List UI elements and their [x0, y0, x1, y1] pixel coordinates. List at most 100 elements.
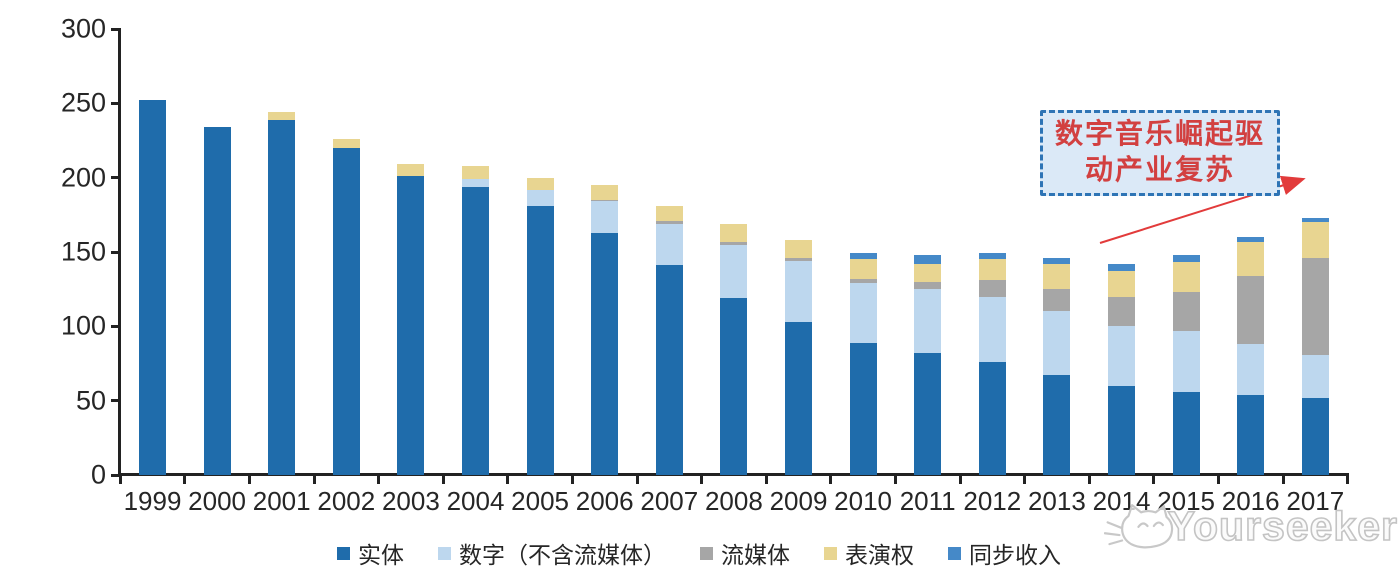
bar-segment-physical — [332, 147, 360, 475]
bar-segment-physical — [203, 127, 231, 475]
annotation-callout: 数字音乐崛起驱 动产业复苏 — [1040, 110, 1280, 196]
bar-segment-streaming — [1237, 275, 1265, 345]
bar-group-1999 — [139, 100, 166, 475]
x-axis-tick — [312, 473, 316, 484]
x-axis-tick — [1023, 473, 1027, 484]
legend-item-physical: 实体 — [337, 536, 404, 570]
x-axis-label: 2001 — [252, 486, 311, 516]
y-axis-label: 250 — [60, 87, 106, 118]
bar-segment-streaming — [849, 278, 877, 284]
x-axis-tick — [441, 473, 445, 484]
bar-segment-digital-excl-streaming — [1237, 344, 1265, 395]
x-axis-label: 2016 — [1221, 486, 1280, 516]
y-axis-tick — [111, 399, 120, 403]
legend-item-sync-revenue: 同步收入 — [948, 536, 1061, 570]
x-axis-tick — [506, 473, 510, 484]
bar-segment-streaming — [1108, 296, 1135, 327]
y-axis-tick — [111, 324, 120, 328]
bar-segment-physical — [1108, 385, 1135, 475]
bar-group-2010 — [849, 253, 877, 475]
bar-segment-physical — [526, 205, 554, 475]
watermark-text: Yourseeker — [1167, 502, 1398, 550]
bar-group-2004 — [462, 165, 489, 475]
x-axis-tick — [700, 473, 704, 484]
legend-swatch-physical — [337, 546, 350, 560]
legend-item-digital-excl-streaming: 数字（不含流媒体） — [438, 536, 666, 570]
bar-segment-streaming — [1172, 292, 1200, 331]
bar-segment-performance-rights — [655, 205, 683, 221]
x-axis-label: 2010 — [834, 486, 893, 516]
bar-segment-sync-revenue — [849, 253, 877, 260]
bar-segment-digital-excl-streaming — [849, 283, 877, 343]
bar-segment-physical — [978, 362, 1006, 475]
bar-segment-performance-rights — [1237, 241, 1265, 276]
x-axis-label: 2004 — [446, 486, 505, 516]
x-axis-label: 2008 — [704, 486, 763, 516]
bar-segment-streaming — [785, 257, 812, 261]
x-axis-tick — [1152, 473, 1156, 484]
y-axis-label: 100 — [60, 310, 106, 341]
bar-segment-sync-revenue — [1172, 254, 1200, 263]
x-axis-tick — [829, 473, 833, 484]
bar-segment-streaming — [655, 220, 683, 224]
y-axis-tick — [111, 250, 120, 254]
x-axis-label: 2013 — [1027, 486, 1086, 516]
bar-segment-physical — [462, 186, 489, 475]
bar-segment-sync-revenue — [1043, 257, 1071, 264]
bar-segment-digital-excl-streaming — [785, 260, 812, 322]
bar-segment-digital-excl-streaming — [1172, 330, 1200, 392]
x-axis-tick — [764, 473, 768, 484]
x-axis-label: 2003 — [381, 486, 440, 516]
bar-segment-physical — [914, 353, 942, 475]
bar-group-2012 — [978, 253, 1006, 475]
bar-group-2005 — [526, 177, 554, 475]
bar-segment-physical — [139, 100, 166, 475]
x-axis-tick — [570, 473, 574, 484]
x-axis-label: 2011 — [899, 486, 956, 516]
y-axis-tick — [111, 176, 120, 180]
bar-segment-physical — [849, 342, 877, 475]
bar-group-2002 — [332, 139, 360, 475]
y-axis-tick — [111, 27, 120, 31]
legend-swatch-streaming — [700, 546, 713, 560]
bar-segment-streaming — [978, 280, 1006, 297]
bar-segment-physical — [1301, 397, 1329, 475]
legend-label-performance-rights: 表演权 — [845, 543, 914, 568]
yourseeker-logo-icon — [1104, 504, 1174, 549]
bar-segment-physical — [1237, 394, 1265, 475]
x-axis-label: 2006 — [575, 486, 634, 516]
bar-group-2011 — [914, 254, 942, 475]
bar-segment-performance-rights — [397, 164, 425, 177]
bar-segment-digital-excl-streaming — [526, 189, 554, 206]
bar-segment-performance-rights — [1301, 222, 1329, 258]
bar-segment-performance-rights — [1108, 271, 1135, 297]
legend-swatch-performance-rights — [824, 546, 837, 560]
x-axis-tick — [1346, 473, 1350, 484]
bar-segment-digital-excl-streaming — [655, 223, 683, 266]
bar-group-2001 — [268, 112, 296, 475]
x-axis-tick — [893, 473, 897, 484]
y-axis-tick — [111, 473, 120, 477]
x-axis-tick — [247, 473, 251, 484]
bar-group-2016 — [1237, 237, 1265, 475]
x-axis-tick — [1087, 473, 1091, 484]
bar-segment-streaming — [720, 241, 748, 245]
bar-group-2015 — [1172, 254, 1200, 475]
bar-segment-physical — [1043, 375, 1071, 475]
bar-segment-streaming — [914, 281, 942, 290]
bar-group-2007 — [655, 205, 683, 475]
bar-segment-digital-excl-streaming — [462, 179, 489, 187]
x-axis-label: 2007 — [640, 486, 699, 516]
x-axis-label: 1999 — [123, 486, 182, 516]
bar-segment-performance-rights — [785, 240, 812, 258]
x-axis-tick — [118, 473, 122, 484]
x-axis-tick — [1216, 473, 1220, 484]
legend-swatch-sync-revenue — [948, 546, 961, 560]
bar-segment-physical — [785, 321, 812, 475]
bar-group-2014 — [1108, 263, 1135, 475]
bar-segment-digital-excl-streaming — [720, 244, 748, 299]
bar-segment-sync-revenue — [914, 254, 942, 264]
x-axis-label: 2017 — [1286, 486, 1345, 516]
